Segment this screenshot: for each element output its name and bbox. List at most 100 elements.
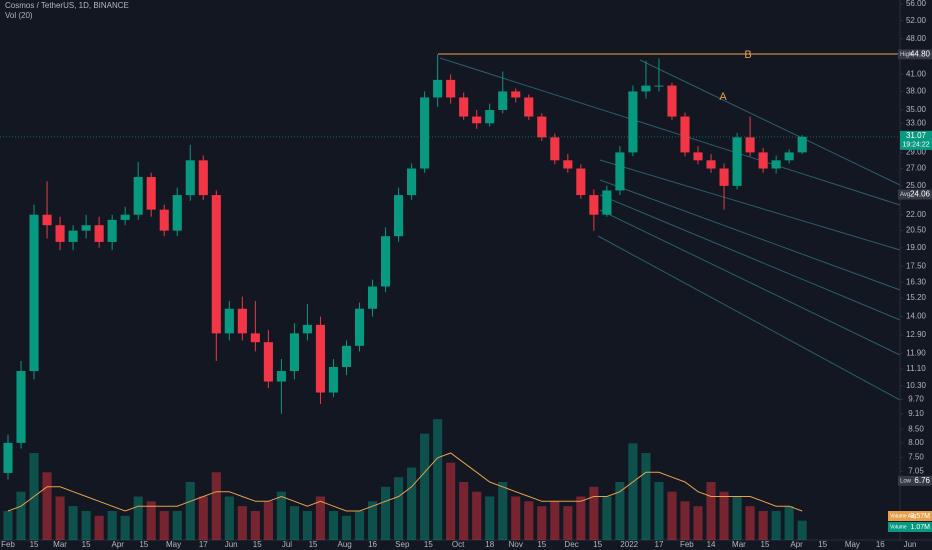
candle-body	[302, 324, 312, 334]
volume-bar	[641, 453, 651, 540]
volume-bar	[706, 482, 716, 540]
candle-body	[602, 190, 612, 215]
candle-body	[459, 97, 469, 117]
volume-bar	[341, 515, 352, 540]
x-tick-label: 15	[309, 540, 318, 549]
price-badge-name: High	[900, 52, 912, 58]
fork-line	[599, 194, 901, 321]
last-price-label: 31.07	[906, 131, 927, 140]
volume-bar	[263, 501, 273, 540]
candle-body	[641, 85, 651, 92]
price-badge	[898, 189, 932, 200]
x-tick-label: Mar	[53, 540, 67, 549]
candle-body	[654, 85, 664, 87]
x-tick-label: May	[166, 540, 181, 549]
fork-line	[439, 57, 901, 206]
fork-line	[599, 179, 901, 291]
x-tick-label: 15	[761, 540, 770, 549]
volume-bar	[16, 491, 26, 540]
y-tick-label: 9.10	[908, 409, 924, 418]
candle-body	[446, 79, 456, 98]
x-tick-label: 17	[655, 540, 664, 549]
volume-bar	[276, 491, 286, 540]
y-tick-label: 7.05	[908, 466, 924, 475]
x-tick-label: Feb	[680, 540, 694, 549]
candle-body	[315, 324, 326, 393]
x-tick-label: 15	[253, 540, 262, 549]
y-tick-label: 33.00	[906, 118, 927, 127]
x-tick-label: Aug	[338, 540, 352, 549]
candle-body	[524, 97, 534, 117]
volume-bar	[224, 496, 234, 540]
candle-body	[719, 168, 729, 186]
candle-body	[576, 168, 586, 196]
candle-body	[420, 97, 430, 169]
volume-bar	[172, 511, 182, 540]
volume-bar	[315, 496, 326, 540]
volume-layer	[3, 419, 807, 540]
candle-body	[276, 371, 286, 382]
candle-body	[159, 209, 169, 231]
volume-bar	[289, 506, 299, 540]
candle-body	[185, 160, 195, 196]
x-tick-label: 18	[485, 540, 494, 549]
volume-bar	[446, 462, 456, 540]
pitchfork	[439, 57, 901, 401]
volume-bar	[107, 511, 117, 540]
volume-bar	[407, 467, 417, 540]
candle-body	[68, 230, 78, 242]
volume-bar	[211, 472, 221, 540]
candle-body	[29, 214, 39, 372]
candle-body	[498, 91, 508, 110]
y-tick-label: 11.90	[906, 348, 926, 357]
y-tick-label: 9.70	[908, 395, 924, 404]
candle-body	[407, 168, 417, 196]
candle-body	[628, 91, 638, 153]
y-tick-label: 48.00	[906, 34, 927, 43]
candle-body	[680, 116, 690, 153]
candle-body	[289, 333, 299, 372]
last-price-badge	[900, 130, 932, 150]
candle-body	[16, 371, 26, 443]
x-tick-label: 2022	[620, 540, 638, 549]
volume-bar	[198, 496, 208, 540]
candle-layer	[3, 54, 807, 480]
volume-bar	[680, 501, 690, 540]
candle-body	[784, 152, 794, 161]
countdown-label: 19:24:22	[902, 142, 929, 149]
candle-body	[3, 442, 13, 473]
volume-badge-name: Volume Avg	[890, 513, 917, 519]
price-badge-name: Avg	[900, 192, 910, 198]
volume-bar	[472, 491, 482, 540]
x-tick-label: Jun	[225, 540, 238, 549]
candle-body	[771, 160, 781, 169]
volume-bar	[68, 506, 78, 540]
x-tick-label: Mar	[732, 540, 746, 549]
volume-bar	[511, 496, 521, 540]
x-tick-label: Nov	[509, 540, 523, 549]
fork-line	[639, 59, 901, 186]
candle-body	[380, 236, 391, 287]
volume-bar	[120, 515, 130, 540]
y-tick-label: 16.30	[906, 277, 927, 286]
candle-body	[198, 160, 208, 196]
volume-badge	[888, 511, 932, 521]
volume-bar	[133, 496, 143, 540]
candle-body	[732, 137, 742, 186]
volume-bar	[550, 501, 560, 540]
y-tick-label: 20.50	[906, 226, 927, 235]
fork-line	[597, 235, 901, 401]
x-tick-label: 15	[593, 540, 602, 549]
x-tick-label: 14	[707, 540, 716, 549]
candle-body	[55, 225, 65, 242]
y-tick-label: 15.20	[906, 293, 927, 302]
price-badge	[898, 475, 932, 486]
price-badge-name: Low	[900, 478, 912, 484]
y-tick-label: 19.00	[906, 243, 927, 252]
volume-badge-name: Volume	[890, 524, 907, 530]
price-badge	[898, 49, 932, 60]
indicator-label: Vol (20)	[5, 11, 33, 20]
volume-bar	[354, 511, 365, 540]
annotation: B	[744, 49, 751, 61]
